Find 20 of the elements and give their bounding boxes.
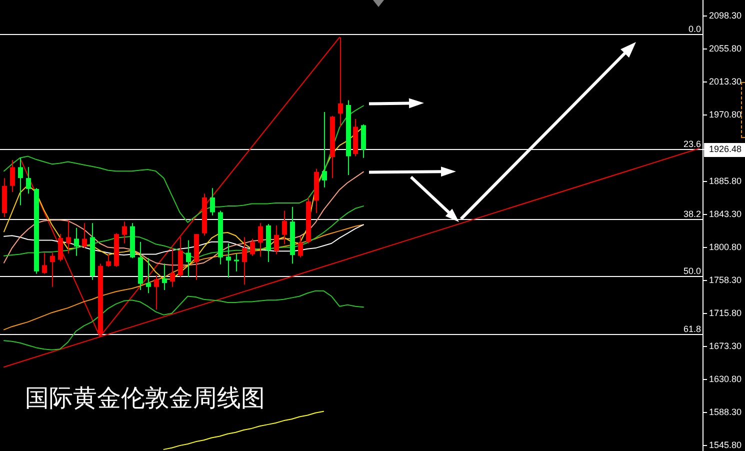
annotation: 50.0 [683,266,701,276]
text: 国际黄金伦敦金周线图 [25,384,265,412]
y-tick-label: 2098.30 [709,10,742,21]
annotation: 23.6 [683,139,701,149]
annotation: 38.2 [683,209,701,219]
y-tick-label: 1800.80 [709,242,742,252]
y-tick-label: 2055.80 [709,44,742,54]
y-tick-label: 1630.80 [709,374,742,384]
y-tick-label: 1970.80 [709,110,742,120]
y-tick-label: 1545.80 [709,440,742,450]
y-tick-label: 1843.30 [709,208,742,219]
y-tick-label: 1715.80 [709,308,742,318]
annotation: 61.8 [683,324,701,334]
y-tick-label: 1758.30 [709,274,742,285]
y-tick-label: 1588.30 [709,407,742,418]
y-tick-label: 2013.30 [709,76,742,87]
y-tick-label: 1673.30 [709,341,742,352]
y-tick-label: 1926.48 [709,144,742,154]
y-tick-label: 1885.80 [709,176,742,186]
annotation: 0.0 [688,24,701,34]
